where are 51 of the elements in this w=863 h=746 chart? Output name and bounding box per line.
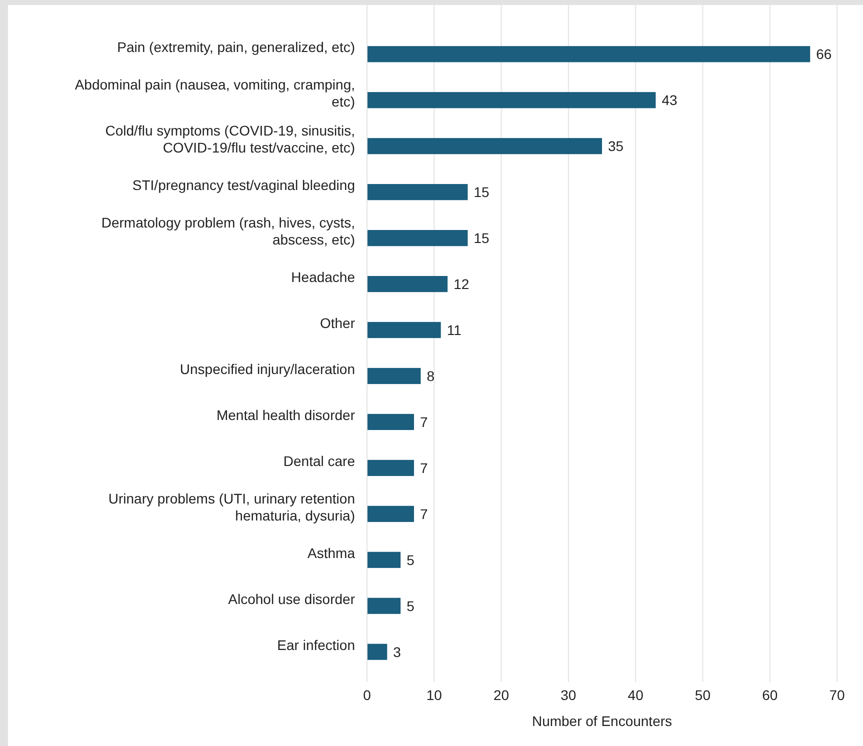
bar bbox=[367, 460, 414, 476]
x-tick-label: 0 bbox=[363, 686, 372, 703]
y-tick-label: Dermatology problem (rash, hives, cysts, abscess, etc) bbox=[101, 214, 355, 248]
bar bbox=[367, 644, 388, 660]
y-tick-label: Unspecified injury/laceration bbox=[180, 360, 355, 377]
y-tick-label: Abdominal pain (nausea, vomiting, cramping, etc) bbox=[74, 76, 355, 110]
data-label: 11 bbox=[446, 322, 462, 338]
y-tick-label: Dental care bbox=[283, 452, 356, 469]
bar bbox=[367, 138, 602, 154]
data-label: 66 bbox=[816, 46, 832, 62]
data-label: 43 bbox=[662, 92, 678, 108]
data-label: 5 bbox=[406, 552, 415, 568]
bar bbox=[367, 230, 468, 246]
data-label: 7 bbox=[420, 506, 428, 522]
y-tick-label: Ear infection bbox=[277, 636, 355, 653]
bar bbox=[367, 414, 414, 430]
bar bbox=[367, 46, 810, 62]
x-tick-label: 10 bbox=[426, 686, 442, 703]
data-label: 15 bbox=[474, 230, 490, 246]
bar bbox=[367, 368, 421, 384]
y-tick-label: Headache bbox=[291, 269, 356, 286]
bar bbox=[367, 552, 401, 568]
data-label: 7 bbox=[420, 460, 428, 476]
x-tick-label: 40 bbox=[628, 686, 644, 703]
y-tick-label: Cold/flu symptoms (COVID-19, sinusitis, COVID-19/flu test/vaccine, etc) bbox=[105, 122, 355, 156]
data-label: 35 bbox=[608, 138, 624, 154]
data-label: 12 bbox=[454, 276, 470, 292]
data-label: 7 bbox=[420, 414, 428, 430]
bar bbox=[367, 598, 401, 614]
bar bbox=[367, 506, 414, 522]
y-tick-label: Mental health disorder bbox=[216, 406, 356, 423]
x-tick-label: 30 bbox=[560, 686, 576, 703]
y-tick-label: Asthma bbox=[308, 544, 356, 561]
y-tick-label: Alcohol use disorder bbox=[228, 590, 356, 607]
bar bbox=[367, 184, 468, 200]
x-tick-label: 70 bbox=[829, 686, 845, 703]
x-tick-label: 20 bbox=[493, 686, 510, 703]
bar bbox=[367, 92, 656, 108]
y-tick-label: Urinary problems (UTI, urinary retention hematuria, dysuria) bbox=[108, 490, 355, 524]
bar bbox=[367, 322, 441, 338]
x-tick-label: 50 bbox=[694, 686, 711, 703]
x-axis-title: Number of Encounters bbox=[532, 713, 672, 729]
data-label: 5 bbox=[406, 598, 415, 614]
y-tick-label: Pain (extremity, pain, generalized, etc) bbox=[117, 39, 355, 56]
x-tick-label: 60 bbox=[762, 686, 778, 703]
data-label: 8 bbox=[426, 368, 435, 384]
data-label: 15 bbox=[474, 184, 490, 200]
y-tick-label: Other bbox=[320, 315, 356, 332]
y-tick-label: STI/pregnancy test/vaginal bleeding bbox=[132, 177, 355, 194]
bar bbox=[367, 276, 448, 292]
data-label: 3 bbox=[393, 644, 402, 660]
